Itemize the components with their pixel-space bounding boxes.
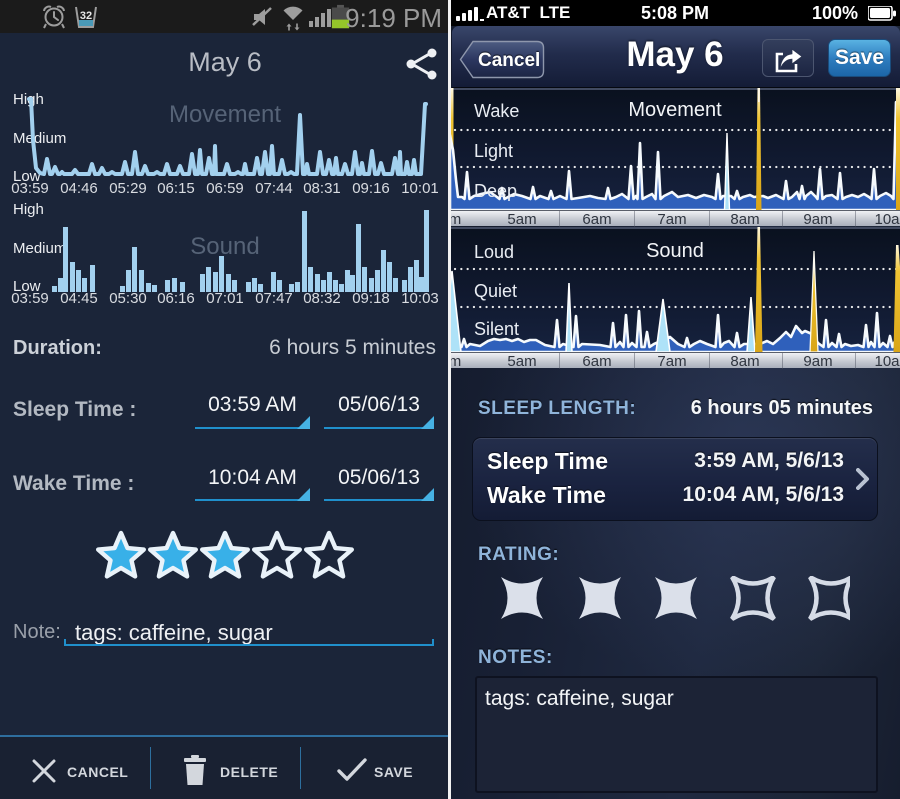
svg-text:32: 32	[80, 10, 92, 22]
